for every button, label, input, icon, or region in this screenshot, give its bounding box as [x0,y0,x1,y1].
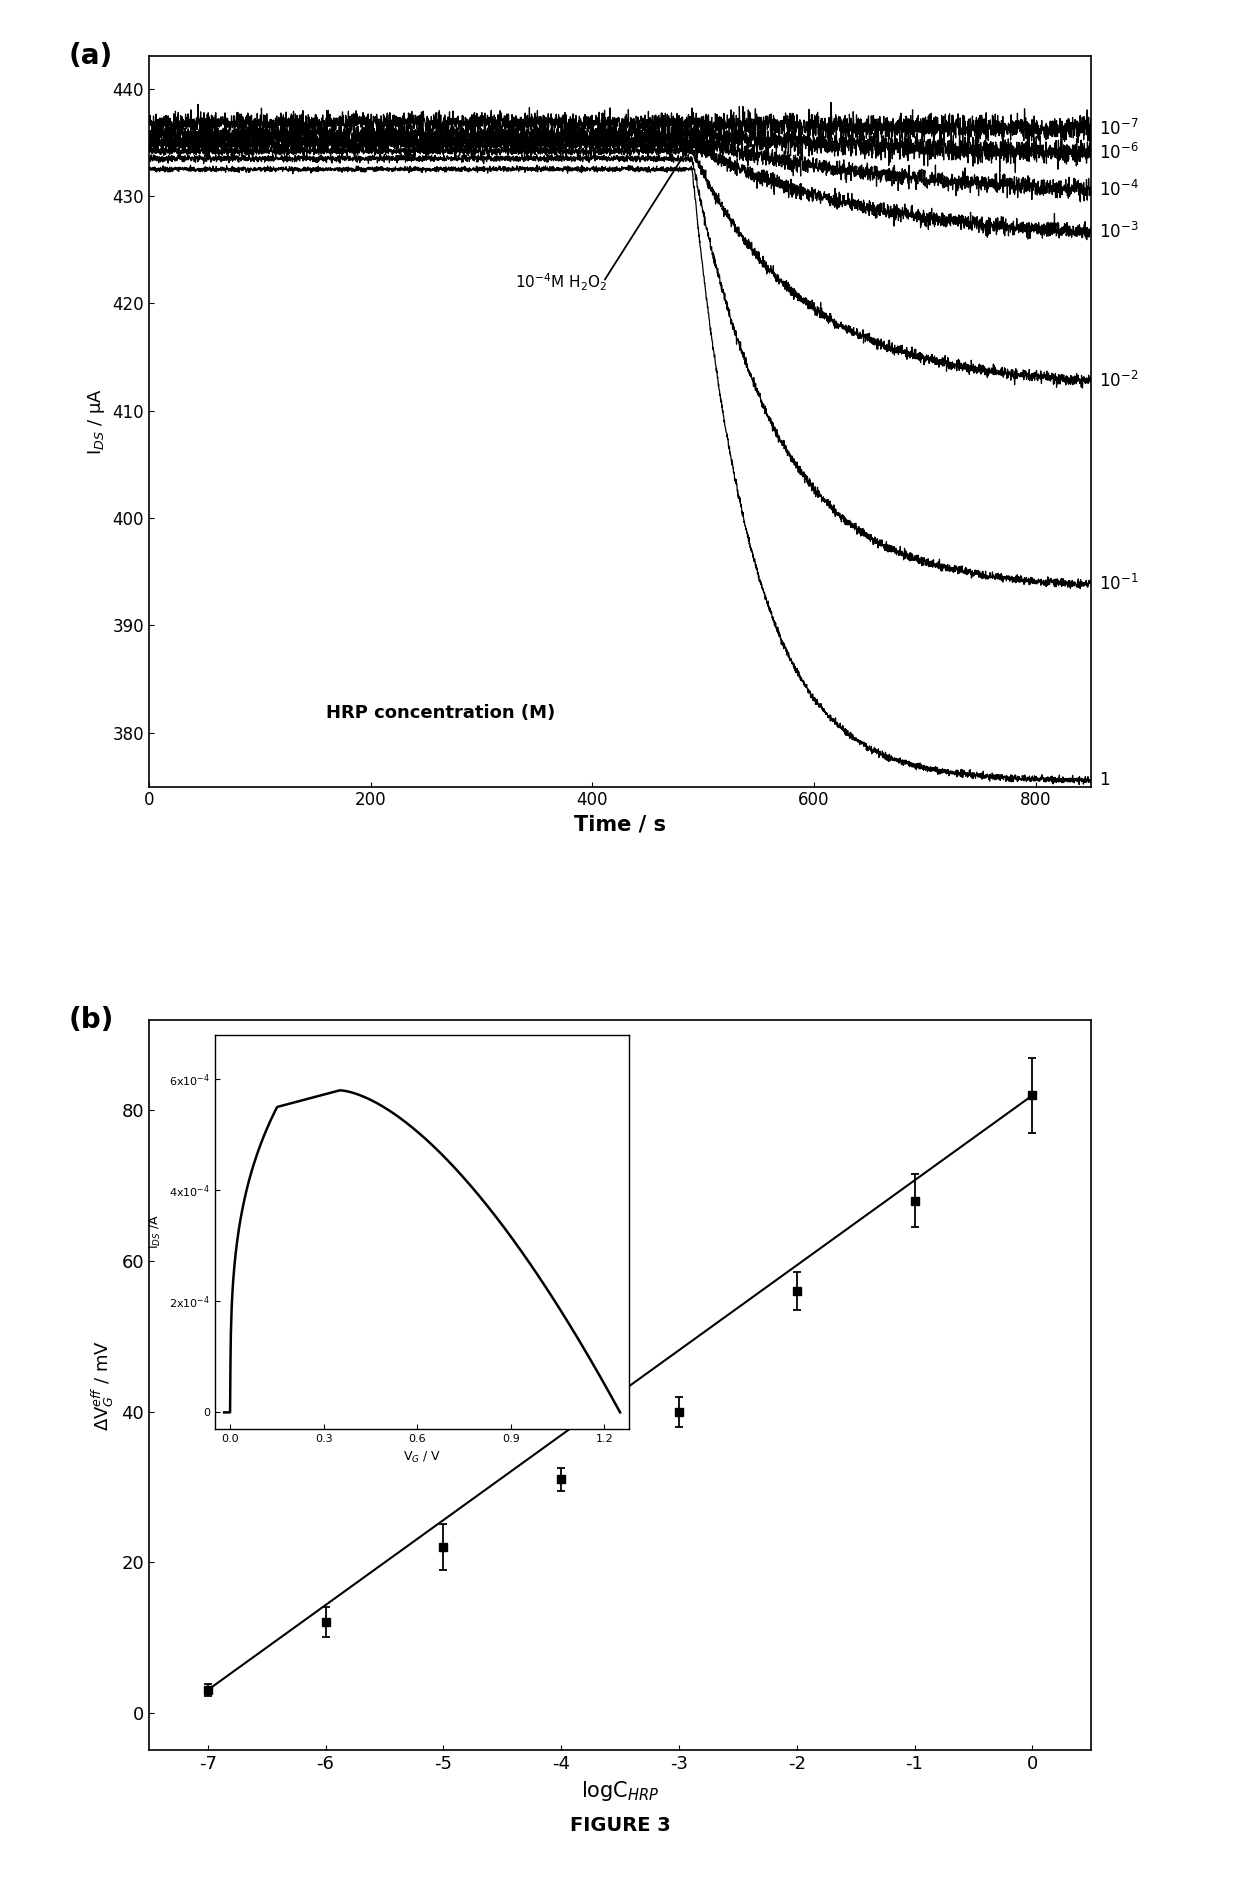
X-axis label: Time / s: Time / s [574,815,666,836]
Text: $10^{-6}$: $10^{-6}$ [1099,143,1138,164]
Text: $10^{-4}$M H$_2$O$_2$: $10^{-4}$M H$_2$O$_2$ [515,271,608,294]
Text: FIGURE 3: FIGURE 3 [569,1816,671,1835]
X-axis label: logC$_{HRP}$: logC$_{HRP}$ [580,1778,660,1803]
Text: $10^{-2}$: $10^{-2}$ [1099,371,1138,391]
Text: 1: 1 [1099,772,1110,789]
Text: $10^{-3}$: $10^{-3}$ [1099,222,1138,243]
Text: $10^{-4}$: $10^{-4}$ [1099,179,1138,199]
Text: $10^{-7}$: $10^{-7}$ [1099,119,1138,139]
Text: $10^{-1}$: $10^{-1}$ [1099,574,1138,595]
Y-axis label: ΔV$_G^{eff}$ / mV: ΔV$_G^{eff}$ / mV [89,1340,115,1430]
Text: (b): (b) [68,1005,114,1033]
Text: (a): (a) [68,41,113,70]
Y-axis label: I$_{DS}$ / μA: I$_{DS}$ / μA [86,388,107,455]
Text: HRP concentration (M): HRP concentration (M) [326,704,556,723]
